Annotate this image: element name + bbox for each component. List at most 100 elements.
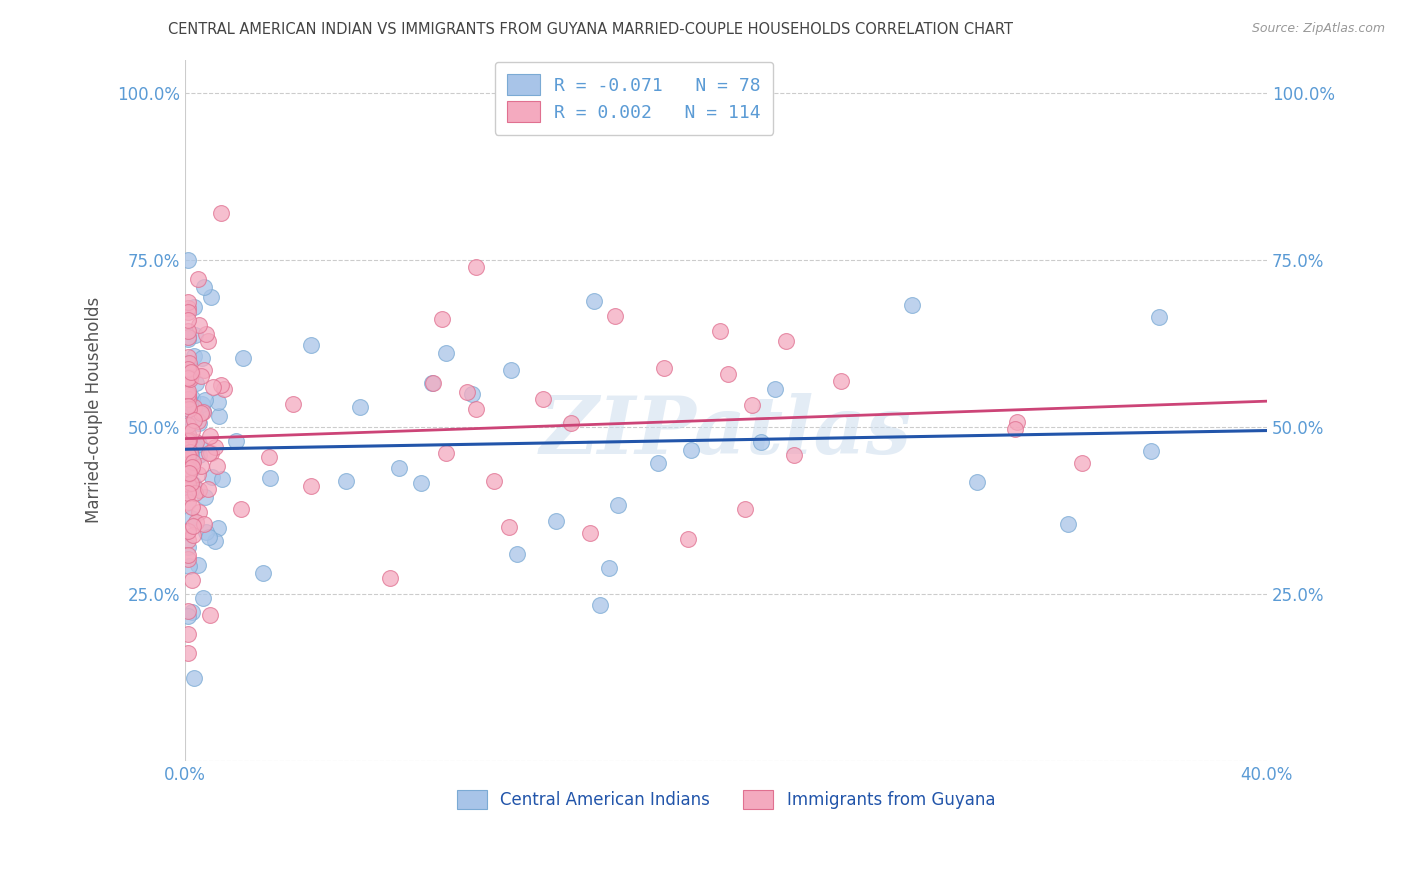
Point	[177, 392, 200, 406]
Point	[177, 524, 200, 538]
Point	[464, 260, 486, 274]
Point	[198, 608, 221, 623]
Point	[177, 448, 200, 462]
Point	[194, 490, 217, 504]
Point	[783, 448, 806, 462]
Point	[183, 350, 205, 364]
Point	[183, 413, 205, 427]
Point	[177, 461, 200, 475]
Point	[201, 469, 224, 483]
Point	[177, 478, 200, 492]
Point	[187, 414, 209, 428]
Point	[177, 370, 200, 384]
Point	[208, 409, 231, 423]
Point	[259, 471, 281, 485]
Point	[679, 443, 702, 458]
Point	[184, 515, 207, 529]
Point	[201, 380, 224, 394]
Point	[177, 356, 200, 370]
Point	[1056, 517, 1078, 532]
Point	[197, 334, 219, 348]
Point	[184, 407, 207, 421]
Point	[179, 447, 201, 461]
Point	[335, 474, 357, 488]
Point	[188, 483, 211, 497]
Point	[177, 533, 200, 547]
Point	[582, 293, 605, 308]
Point	[560, 416, 582, 430]
Point	[232, 351, 254, 365]
Point	[177, 483, 200, 498]
Point	[647, 456, 669, 470]
Point	[177, 313, 200, 327]
Point	[1071, 456, 1094, 470]
Point	[184, 485, 207, 500]
Point	[180, 475, 202, 490]
Point	[177, 350, 200, 364]
Point	[299, 338, 322, 352]
Point	[180, 511, 202, 525]
Point	[177, 389, 200, 403]
Point	[177, 410, 200, 425]
Point	[194, 392, 217, 407]
Point	[183, 439, 205, 453]
Point	[211, 472, 233, 486]
Point	[198, 446, 221, 460]
Point	[181, 477, 204, 491]
Point	[177, 369, 200, 384]
Y-axis label: Married-couple Households: Married-couple Households	[86, 297, 103, 524]
Point	[181, 500, 204, 514]
Point	[188, 318, 211, 332]
Point	[207, 521, 229, 535]
Point	[299, 479, 322, 493]
Point	[181, 454, 204, 468]
Point	[177, 362, 200, 376]
Point	[177, 448, 200, 462]
Point	[183, 401, 205, 415]
Point	[184, 327, 207, 342]
Point	[187, 467, 209, 481]
Point	[193, 404, 215, 418]
Point	[177, 646, 200, 660]
Point	[181, 366, 204, 380]
Point	[190, 351, 212, 365]
Point	[183, 519, 205, 533]
Point	[430, 312, 453, 326]
Point	[181, 455, 204, 469]
Text: ZIPatlas: ZIPatlas	[540, 392, 912, 470]
Point	[546, 514, 568, 528]
Point	[603, 309, 626, 323]
Point	[200, 290, 222, 304]
Point	[420, 376, 443, 390]
Point	[499, 363, 522, 377]
Point	[763, 382, 786, 396]
Point	[195, 525, 218, 540]
Point	[177, 477, 200, 491]
Point	[830, 374, 852, 388]
Point	[177, 548, 200, 562]
Point	[177, 371, 200, 385]
Point	[195, 327, 218, 342]
Point	[190, 459, 212, 474]
Point	[177, 540, 200, 554]
Point	[205, 459, 228, 474]
Point	[177, 485, 200, 500]
Point	[184, 434, 207, 449]
Point	[531, 392, 554, 407]
Point	[204, 441, 226, 455]
Point	[209, 206, 232, 220]
Point	[598, 561, 620, 575]
Point	[177, 357, 200, 371]
Point	[181, 574, 204, 588]
Point	[465, 401, 488, 416]
Point	[204, 534, 226, 549]
Point	[717, 368, 740, 382]
Point	[198, 530, 221, 544]
Point	[187, 437, 209, 451]
Point	[409, 475, 432, 490]
Point	[177, 476, 200, 491]
Point	[181, 460, 204, 475]
Point	[676, 532, 699, 546]
Point	[212, 382, 235, 396]
Point	[901, 298, 924, 312]
